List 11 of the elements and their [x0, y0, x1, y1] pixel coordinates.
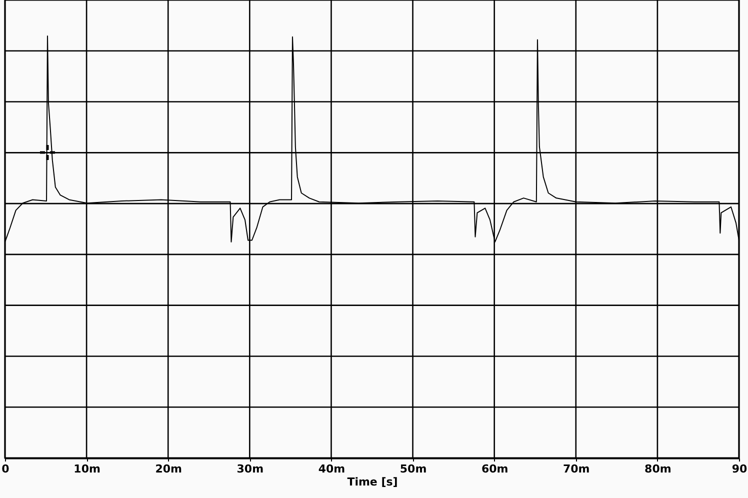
x-tick-label: 50m [400, 462, 427, 476]
x-axis-title: Time [s] [347, 476, 398, 488]
x-tick-label: 60m [481, 462, 508, 476]
x-tick-label: 20m [155, 462, 182, 476]
x-tick-label: 80m [644, 462, 672, 476]
x-tick-label: 40m [318, 462, 346, 476]
x-tick-label: 10m [74, 462, 100, 476]
x-tick-label: 70m [563, 462, 590, 476]
x-tick-label: 30m [236, 462, 264, 476]
x-tick-label: 0 [2, 462, 10, 476]
x-tick-label: 90 [732, 462, 748, 476]
